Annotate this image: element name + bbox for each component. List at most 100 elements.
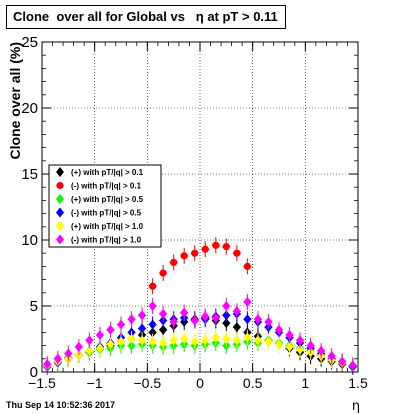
data-point <box>233 249 241 257</box>
x-tick-label: −0.5 <box>134 375 162 391</box>
data-points <box>43 237 357 375</box>
x-tick-label: 0 <box>196 375 204 391</box>
data-point <box>138 310 147 321</box>
legend-marker <box>56 167 64 177</box>
data-point <box>264 336 273 347</box>
data-point <box>138 335 147 346</box>
data-point <box>180 334 189 344</box>
data-point <box>117 319 125 330</box>
data-point <box>348 360 357 371</box>
legend: (+) with pT/|q| > 0.1 (-) with pT/|q| > 0… <box>48 164 162 248</box>
data-point <box>149 282 157 290</box>
data-point <box>201 335 210 346</box>
data-point <box>285 330 294 341</box>
data-point <box>317 345 326 356</box>
y-tick-label: 10 <box>21 232 38 249</box>
data-point <box>222 334 231 344</box>
legend-marker <box>56 234 64 245</box>
data-point <box>212 241 220 249</box>
data-point <box>211 312 220 323</box>
data-point <box>180 252 188 260</box>
legend-marker <box>56 194 64 204</box>
data-point <box>159 269 167 277</box>
x-tick-label: 0.5 <box>243 375 263 391</box>
x-tick-label: 1.5 <box>348 375 368 391</box>
data-point <box>169 316 178 327</box>
data-point <box>201 311 210 322</box>
data-point <box>169 335 178 346</box>
data-point <box>232 322 241 333</box>
data-point <box>106 339 115 350</box>
data-point <box>327 351 336 362</box>
data-point <box>180 307 189 318</box>
data-point <box>191 249 199 257</box>
data-point <box>285 341 294 352</box>
data-point <box>264 316 273 327</box>
y-tick-label: 0 <box>30 364 38 381</box>
data-point <box>222 301 231 311</box>
data-point <box>159 324 168 335</box>
data-point <box>53 353 62 364</box>
timestamp: Thu Sep 14 10:52:36 2017 <box>6 400 116 410</box>
data-point <box>211 332 220 343</box>
data-point <box>127 314 136 325</box>
data-point <box>232 335 241 346</box>
legend-label: (-) with pT/|q| > 1.0 <box>71 236 142 245</box>
data-point <box>253 314 262 325</box>
data-point <box>127 334 136 344</box>
data-point <box>148 301 157 311</box>
data-point <box>190 315 199 326</box>
chart-title: Clone over all for Global vs η at pT > 0… <box>6 5 286 29</box>
data-point <box>85 345 94 356</box>
y-tick-label: 15 <box>21 166 38 183</box>
data-point <box>338 356 347 367</box>
data-point <box>201 245 209 253</box>
data-point <box>275 339 283 350</box>
data-point <box>117 336 125 347</box>
series-6 <box>43 294 357 374</box>
legend-label: (-) with pT/|q| > 0.5 <box>71 209 142 218</box>
data-point <box>85 335 94 346</box>
legend-marker <box>56 207 64 218</box>
legend-marker <box>56 181 64 190</box>
legend-label: (+) with pT/|q| > 1.0 <box>71 222 144 231</box>
data-point <box>190 336 199 347</box>
data-point <box>306 340 315 351</box>
y-tick-label: 25 <box>21 34 38 51</box>
data-point <box>159 308 168 319</box>
data-point <box>95 330 104 341</box>
data-point <box>253 335 262 346</box>
series-5 <box>43 329 357 374</box>
y-axis-label: Clone over all (%) <box>7 42 23 159</box>
axis-ticks <box>41 41 359 373</box>
data-point <box>64 348 73 359</box>
data-point <box>148 319 157 330</box>
data-point <box>170 258 178 267</box>
x-tick-label: −1.5 <box>28 375 56 391</box>
legend-label: (+) with pT/|q| > 0.1 <box>71 168 144 177</box>
data-point <box>222 243 230 251</box>
data-point <box>243 262 251 270</box>
data-point <box>74 341 83 352</box>
legend-marker <box>56 221 64 231</box>
data-point <box>296 335 305 346</box>
data-point <box>243 314 252 325</box>
data-point <box>275 324 283 335</box>
legend-label: (-) with pT/|q| > 0.1 <box>71 182 142 191</box>
data-point <box>148 336 157 347</box>
data-point <box>222 310 231 321</box>
data-point <box>106 324 115 335</box>
data-point <box>243 332 252 343</box>
legend-label: (+) with pT/|q| > 0.5 <box>71 195 144 204</box>
x-axis-label: η <box>352 399 360 414</box>
data-point <box>243 297 252 308</box>
y-tick-label: 20 <box>21 100 38 117</box>
data-point <box>159 337 168 348</box>
data-point <box>95 343 104 354</box>
x-tick-labels: −1.5 −1 −0.5 0 0.5 1 1.5 <box>28 375 368 391</box>
y-tick-labels: 0 5 10 15 20 25 <box>21 34 38 381</box>
data-point <box>138 323 147 334</box>
legend-box <box>48 164 162 248</box>
x-tick-label: −1 <box>87 375 103 391</box>
